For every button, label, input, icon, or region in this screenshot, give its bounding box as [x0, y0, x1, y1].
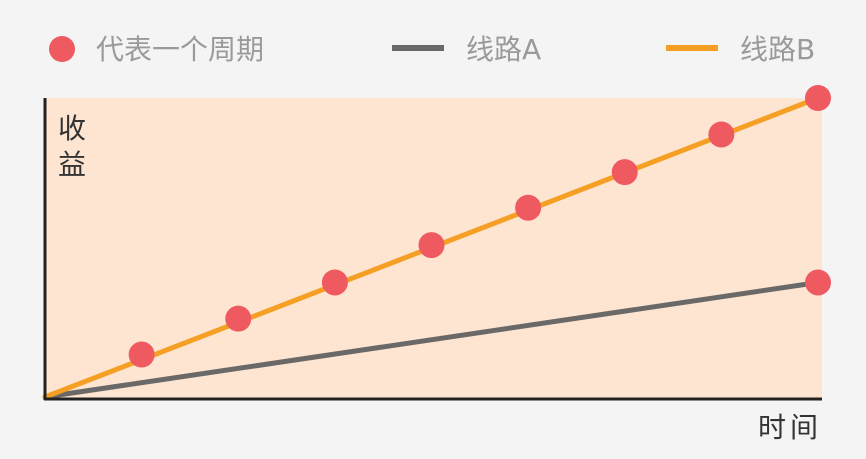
legend-line-b-label: 线路B: [740, 33, 815, 66]
cycle-marker-b-3: [321, 269, 348, 296]
cycle-marker-b-4: [418, 232, 445, 259]
series-line-a: [42, 279, 821, 400]
cycle-marker-b-2: [225, 305, 252, 332]
legend-cycle-label: 代表一个周期: [96, 33, 264, 66]
legend: 代表一个周期 线路A 线路B: [49, 33, 815, 66]
cycle-marker-b-8: [805, 85, 831, 111]
cycle-marker-b-6: [611, 159, 638, 186]
y-axis-label-char: 益: [58, 148, 86, 181]
legend-cycle-marker-icon: [49, 36, 75, 62]
cycle-marker-b-1: [128, 341, 155, 368]
marker-layer: [128, 85, 831, 368]
x-axis-label: 时间: [758, 411, 822, 444]
cycle-marker-a-1: [805, 269, 831, 296]
y-axis-label: 收益: [58, 112, 86, 181]
y-axis-label-char: 收: [58, 112, 86, 145]
legend-line-a-label: 线路A: [466, 33, 541, 66]
cycle-marker-b-5: [515, 194, 542, 221]
cycle-marker-b-7: [708, 121, 735, 148]
